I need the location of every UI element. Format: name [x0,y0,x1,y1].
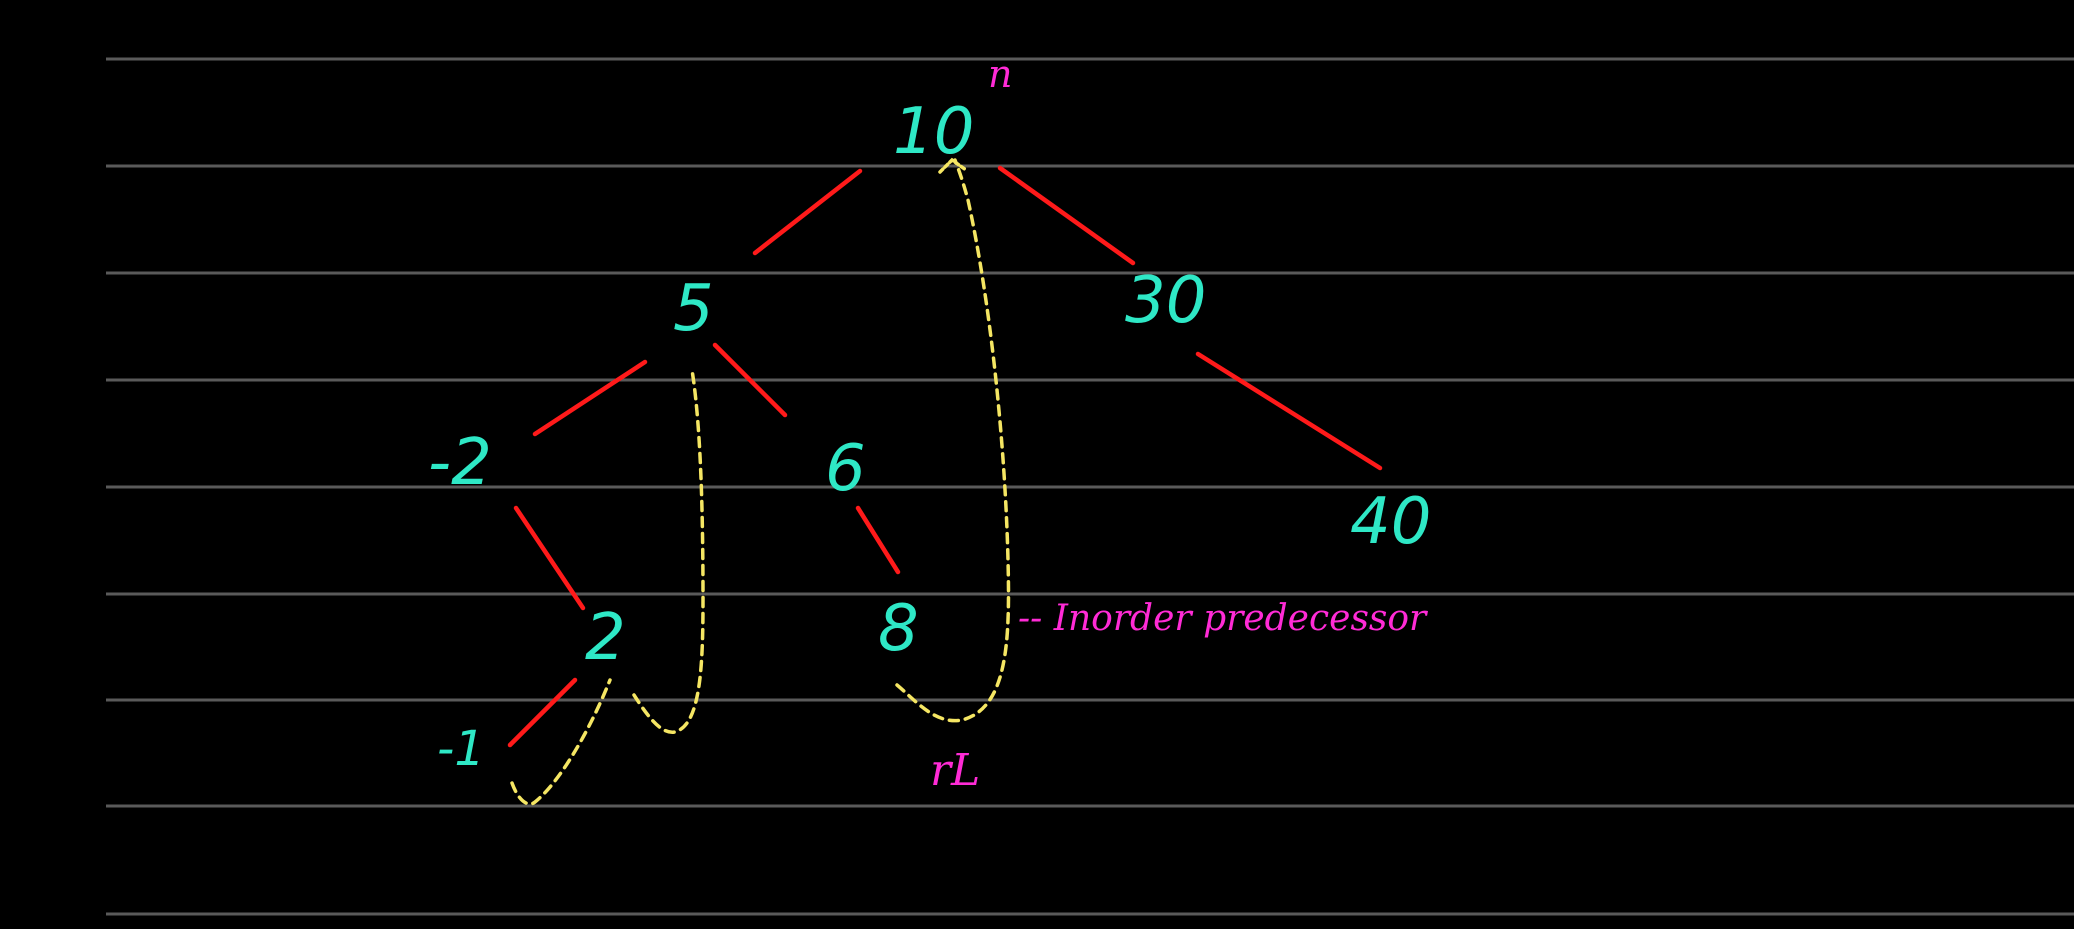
node-40: 40 [1350,485,1431,559]
edge-10-30 [997,165,1136,266]
edge-10-5 [752,168,863,256]
node-neg1: -1 [437,721,485,777]
tree-edges [507,165,1383,748]
inorder-predecessor-label: -- Inorder predecessor [1018,598,1428,639]
edge-5-6 [712,342,788,418]
edge-6-8 [855,505,901,575]
tree-nodes: 10 5 30 -2 6 40 2 8 -1 [428,95,1431,777]
node-neg2: -2 [428,426,492,500]
thread-2-to-5 [632,368,705,734]
edge-2-neg1 [507,677,578,748]
node-8: 8 [878,592,919,666]
node-5: 5 [673,272,714,346]
predecessor-marker: rL [930,745,980,796]
node-30: 30 [1125,264,1206,338]
thread-neg1-to-2 [510,678,612,806]
annotations: n rL -- Inorder predecessor [930,52,1428,796]
node-6: 6 [825,432,866,506]
node-2: 2 [585,601,626,675]
root-marker: n [988,52,1012,96]
edge-neg2-2 [513,505,586,611]
thread-8-to-10 [895,158,1011,723]
node-10: 10 [893,95,974,169]
edge-30-40 [1195,351,1383,471]
thread-arrowhead [938,157,968,174]
threads [510,157,1011,806]
ruled-lines [106,57,2074,916]
edge-5-neg2 [532,359,648,437]
